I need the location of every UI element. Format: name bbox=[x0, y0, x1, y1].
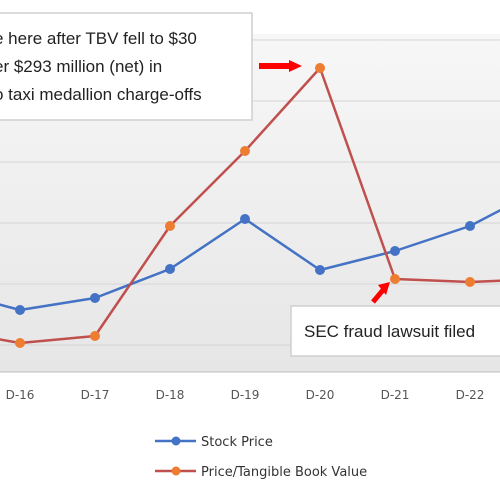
annotation-text-tbv: er $293 million (net) in bbox=[0, 57, 162, 76]
annotation-arrow-tbv-head bbox=[289, 60, 302, 72]
data-point-stock-price bbox=[165, 264, 175, 274]
data-point-stock-price bbox=[15, 305, 25, 315]
data-point-price-tbv bbox=[240, 146, 250, 156]
x-tick-label: D-18 bbox=[156, 388, 185, 402]
data-point-stock-price bbox=[465, 221, 475, 231]
data-point-price-tbv bbox=[165, 221, 175, 231]
data-point-price-tbv bbox=[90, 331, 100, 341]
legend-label-price-tbv: Price/Tangible Book Value bbox=[201, 465, 367, 480]
annotation-arrow-sec-head bbox=[378, 282, 390, 295]
x-tick-label: D-21 bbox=[381, 388, 410, 402]
data-point-price-tbv bbox=[465, 277, 475, 287]
annotations: e here after TBV fell to $30 er $293 mill… bbox=[0, 12, 500, 357]
data-point-stock-price bbox=[315, 265, 325, 275]
legend-marker-price-tbv bbox=[171, 466, 181, 476]
data-point-price-tbv bbox=[315, 63, 325, 73]
data-point-price-tbv bbox=[390, 274, 400, 284]
legend: Stock Price Price/Tangible Book Value bbox=[155, 435, 367, 480]
data-point-price-tbv bbox=[15, 338, 25, 348]
series-points bbox=[15, 63, 475, 348]
data-point-stock-price bbox=[90, 293, 100, 303]
x-tick-label: D-22 bbox=[456, 388, 485, 402]
annotation-text-tbv: o taxi medallion charge-offs bbox=[0, 85, 202, 104]
data-point-stock-price bbox=[390, 246, 400, 256]
x-tick-label: D-19 bbox=[231, 388, 260, 402]
x-tick-label: D-20 bbox=[306, 388, 335, 402]
annotation-box-sec bbox=[290, 305, 500, 357]
legend-marker-stock-price bbox=[171, 436, 181, 446]
annotation-text-tbv: e here after TBV fell to $30 bbox=[0, 29, 197, 48]
annotation-box-tbv bbox=[0, 12, 253, 121]
x-axis-tick-labels: D-16 D-17 D-18 D-19 D-20 D-21 D-22 bbox=[6, 388, 485, 402]
data-point-stock-price bbox=[240, 214, 250, 224]
x-tick-label: D-17 bbox=[81, 388, 110, 402]
x-tick-label: D-16 bbox=[6, 388, 35, 402]
legend-label-stock-price: Stock Price bbox=[201, 435, 273, 450]
annotation-text-sec: SEC fraud lawsuit filed bbox=[304, 322, 475, 341]
annotation-arrow-sec-shaft bbox=[371, 288, 385, 304]
